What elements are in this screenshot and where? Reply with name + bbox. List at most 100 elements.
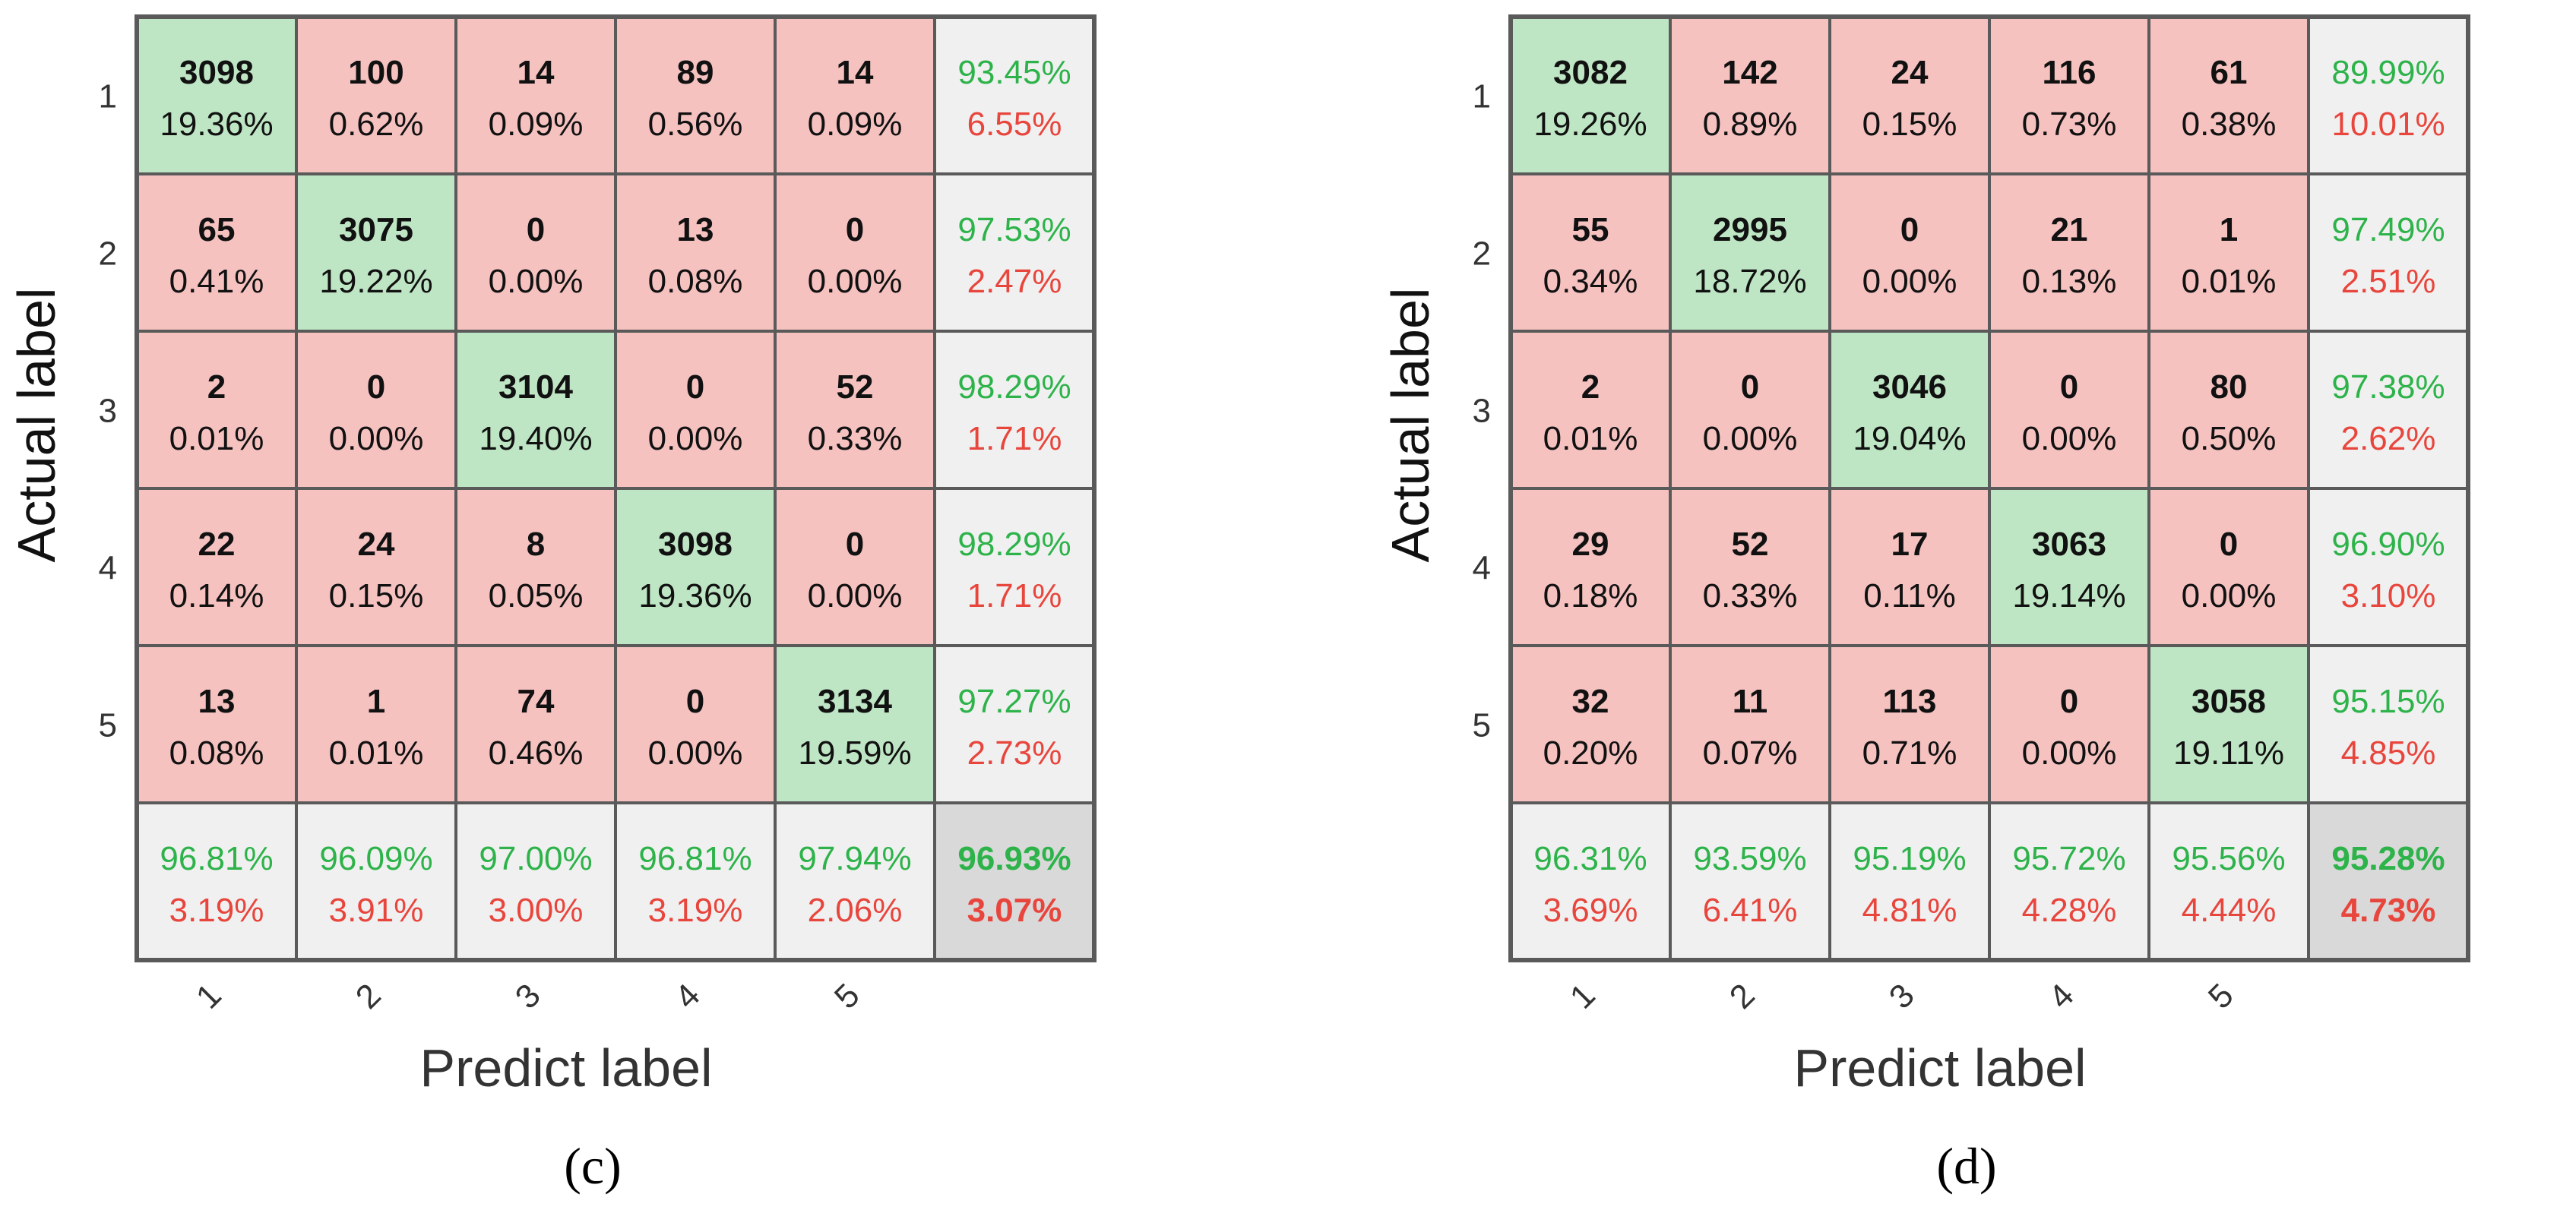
row-precision-label: 89.99%: [2331, 54, 2445, 91]
matrix-cell: [2147, 487, 2310, 647]
cell-percent: 0.00%: [808, 577, 903, 614]
column-summary-cell: [2147, 801, 2310, 962]
cell-count: 3098: [658, 526, 733, 563]
cell-count: 100: [348, 54, 403, 91]
row-error-label: 1.71%: [967, 577, 1062, 614]
cell-percent: 0.09%: [489, 106, 584, 143]
cell-count: 0: [527, 211, 545, 248]
cell-percent: 0.73%: [2022, 106, 2117, 143]
cell-count: 0: [686, 368, 704, 406]
cell-percent: 0.00%: [489, 263, 584, 300]
cell-percent: 19.26%: [1533, 106, 1647, 143]
total-cell: [2307, 801, 2470, 962]
column-tick-label: 4: [2042, 977, 2081, 1016]
matrix-cell: [614, 172, 777, 333]
column-tick-label: 1: [1563, 977, 1603, 1016]
cell-count: 89: [677, 54, 714, 91]
confusion-matrix-c: 309819.36%1000.62%140.09%890.56%140.09%9…: [7, 14, 1097, 1195]
matrix-cell: [2147, 330, 2310, 490]
cell-count: 2: [207, 368, 226, 406]
cell-count: 11: [1733, 683, 1768, 720]
matrix-cell: [1828, 172, 1991, 333]
row-summary-cell: [933, 172, 1096, 333]
matrix-cell: [614, 487, 777, 647]
matrix-cell: [1669, 15, 1831, 175]
row-tick-label: 2: [1473, 235, 1491, 273]
overall-error-label: 4.73%: [2341, 892, 2436, 929]
row-tick-label: 1: [1473, 78, 1491, 115]
cell-percent: 0.05%: [489, 577, 584, 614]
subfigure-caption: (c): [564, 1137, 621, 1195]
cell-percent: 0.62%: [329, 106, 424, 143]
cell-percent: 0.38%: [2182, 106, 2277, 143]
matrix-cell: [295, 644, 457, 804]
cell-percent: 0.11%: [1863, 577, 1956, 614]
cell-count: 52: [837, 368, 874, 406]
cell-percent: 0.00%: [648, 420, 743, 457]
row-summary-cell: [933, 644, 1096, 804]
matrix-cell: [454, 330, 617, 490]
column-summary-cell: [1828, 801, 1991, 962]
cell-count: 3046: [1872, 368, 1947, 406]
cell-count: 13: [198, 683, 236, 720]
row-error-label: 2.51%: [2341, 263, 2436, 300]
row-precision-label: 97.53%: [957, 211, 1071, 248]
cell-count: 0: [2060, 683, 2078, 720]
row-summary-cell: [2307, 172, 2470, 333]
cell-count: 80: [2210, 368, 2248, 406]
column-summary-cell: [135, 801, 298, 962]
row-error-label: 6.55%: [967, 106, 1062, 143]
matrix-cell: [1509, 172, 1672, 333]
cell-percent: 0.13%: [2022, 263, 2117, 300]
cell-count: 113: [1883, 683, 1937, 720]
column-recall-label: 96.81%: [638, 840, 752, 877]
cell-count: 0: [686, 683, 704, 720]
column-recall-label: 93.59%: [1693, 840, 1806, 877]
row-tick-label: 5: [1473, 707, 1491, 744]
cell-percent: 0.00%: [2022, 420, 2117, 457]
matrix-cell: [1988, 15, 2150, 175]
cell-percent: 19.36%: [160, 106, 273, 143]
cell-count: 17: [1891, 526, 1929, 563]
cell-count: 1: [2220, 211, 2238, 248]
matrix-cell: [614, 644, 777, 804]
matrix-cell: [295, 15, 457, 175]
row-error-label: 2.47%: [967, 263, 1062, 300]
row-precision-label: 98.29%: [957, 526, 1071, 563]
cell-count: 3082: [1553, 54, 1628, 91]
cell-percent: 0.33%: [1703, 577, 1798, 614]
cell-count: 61: [2210, 54, 2248, 91]
cell-percent: 0.15%: [329, 577, 424, 614]
cell-count: 116: [2043, 54, 2097, 91]
matrix-border: [1508, 14, 2470, 962]
column-summary-cell: [774, 801, 936, 962]
column-recall-label: 96.09%: [319, 840, 432, 877]
matrix-cell: [774, 15, 936, 175]
cell-percent: 19.11%: [2173, 735, 2284, 772]
column-tick-label: 3: [1882, 977, 1922, 1016]
row-error-label: 1.71%: [967, 420, 1062, 457]
overall-accuracy-label: 95.28%: [2331, 840, 2445, 877]
cell-percent: 0.50%: [2182, 420, 2277, 457]
cell-count: 0: [846, 526, 864, 563]
column-recall-label: 95.56%: [2172, 840, 2285, 877]
cell-percent: 19.40%: [479, 420, 592, 457]
cell-count: 2995: [1713, 211, 1787, 248]
cell-count: 3134: [818, 683, 892, 720]
matrix-cell: [295, 487, 457, 647]
row-summary-cell: [933, 15, 1096, 175]
matrix-cell: [614, 15, 777, 175]
column-recall-label: 96.81%: [160, 840, 273, 877]
cell-count: 29: [1572, 526, 1609, 563]
row-tick-label: 4: [1473, 550, 1491, 587]
cell-percent: 0.01%: [2182, 263, 2277, 300]
column-tick-label: 2: [349, 977, 388, 1016]
matrix-cell: [774, 172, 936, 333]
cell-count: 14: [837, 54, 874, 91]
matrix-cell: [1828, 487, 1991, 647]
row-tick-label: 2: [99, 235, 117, 273]
cell-percent: 0.41%: [169, 263, 264, 300]
cell-percent: 0.00%: [648, 735, 743, 772]
cell-count: 22: [198, 526, 236, 563]
